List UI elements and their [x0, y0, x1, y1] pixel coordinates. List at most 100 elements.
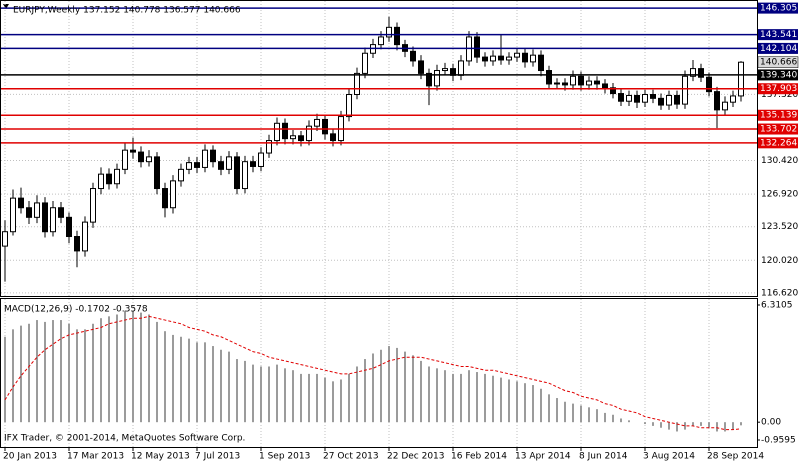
y-tick-label: -0.9595 [761, 436, 796, 446]
candle-body [714, 91, 720, 111]
candle-body [586, 80, 592, 86]
candle-body [138, 151, 144, 163]
candle-body [442, 68, 448, 72]
candle-body [282, 122, 288, 140]
x-tick-label: 17 Mar 2013 [67, 452, 124, 462]
current-price-box [757, 56, 799, 68]
candle-body [650, 94, 656, 99]
candle-body [218, 161, 224, 170]
y-tick-label: 116.620 [761, 288, 798, 298]
candle-body [66, 216, 72, 238]
level-label: 139.340 [760, 70, 797, 80]
candle-body [674, 94, 680, 105]
level-label: 135.139 [760, 111, 797, 121]
candle-body [394, 26, 400, 46]
candle-body [330, 133, 336, 142]
candle-body [658, 97, 664, 106]
candle-body [642, 94, 648, 103]
y-tick-label: 137.320 [761, 90, 798, 100]
candle-body [634, 94, 640, 103]
candle-body [474, 36, 480, 58]
panel-icon [3, 4, 9, 9]
candle-body [546, 70, 552, 85]
copyright: IFX Trader, © 2001-2014, MetaQuotes Soft… [4, 434, 245, 444]
candle-body [458, 60, 464, 76]
level-label-box [758, 137, 798, 149]
level-label: 143.541 [760, 30, 797, 40]
level-label-box [758, 123, 798, 135]
y-tick-label: 123.520 [761, 222, 798, 232]
y-tick-label: 126.920 [761, 190, 798, 200]
candle-body [154, 156, 160, 190]
candle-body [74, 236, 80, 252]
candle-body [346, 94, 352, 118]
level-label-box [758, 2, 798, 14]
candle-body [418, 60, 424, 74]
candle-body [58, 207, 64, 218]
candle-body [482, 56, 488, 62]
level-label: 146.305 [760, 4, 797, 14]
candle-body [50, 207, 56, 233]
candle-body [10, 197, 16, 233]
level-label-box [758, 42, 798, 54]
candle-body [354, 72, 360, 96]
candle-body [146, 156, 152, 163]
candle-body [106, 173, 112, 185]
candle-body [274, 122, 280, 142]
candle-body [682, 75, 688, 105]
candle-body [250, 161, 256, 167]
macd-panel [0, 298, 758, 448]
current-price-label: 140.666 [760, 58, 797, 68]
candle-body [530, 54, 536, 63]
candle-body [90, 188, 96, 223]
x-tick-label: 3 Aug 2014 [643, 452, 695, 462]
candle-body [554, 82, 560, 85]
level-label-box [758, 69, 798, 81]
candle-body [498, 55, 504, 61]
candle-body [610, 87, 616, 95]
level-label: 137.903 [760, 84, 797, 94]
y-tick-label: 0.00 [761, 418, 781, 428]
candle-body [170, 180, 176, 209]
x-tick-label: 20 Jan 2013 [3, 452, 57, 462]
candle-body [82, 221, 88, 252]
candle-body [594, 80, 600, 85]
candle-body [434, 70, 440, 87]
candle-body [362, 52, 368, 74]
candle-body [186, 162, 192, 170]
candle-body [378, 36, 384, 46]
x-tick-label: 7 Jul 2013 [195, 452, 240, 462]
main-panel [0, 0, 758, 297]
level-label-box [758, 29, 798, 41]
candle-body [570, 75, 576, 86]
candle-body [578, 75, 584, 86]
candle-body [210, 149, 216, 163]
candle-body [18, 197, 24, 209]
x-tick-label: 1 Sep 2013 [259, 452, 310, 462]
candle-body [122, 149, 128, 170]
candle-body [538, 54, 544, 72]
candle-body [298, 135, 304, 142]
candle-body [234, 156, 240, 190]
candle-body [690, 68, 696, 77]
candle-body [178, 168, 184, 182]
x-tick-label: 27 Oct 2013 [323, 452, 379, 462]
candle-body [2, 231, 8, 247]
candle-body [386, 26, 392, 38]
candle-body [426, 72, 432, 87]
candle-body [194, 162, 200, 168]
candle-body [730, 95, 736, 103]
x-tick-label: 8 Jun 2014 [579, 452, 628, 462]
candle-body [410, 50, 416, 62]
candle-body [162, 188, 168, 209]
candle-body [242, 161, 248, 190]
y-tick-label: 6.3105 [761, 301, 793, 311]
candle-body [114, 168, 120, 185]
candle-body [226, 156, 232, 170]
candle-body [666, 94, 672, 106]
candle-body [130, 149, 136, 153]
candle-body [266, 140, 272, 154]
candle-body [490, 55, 496, 62]
